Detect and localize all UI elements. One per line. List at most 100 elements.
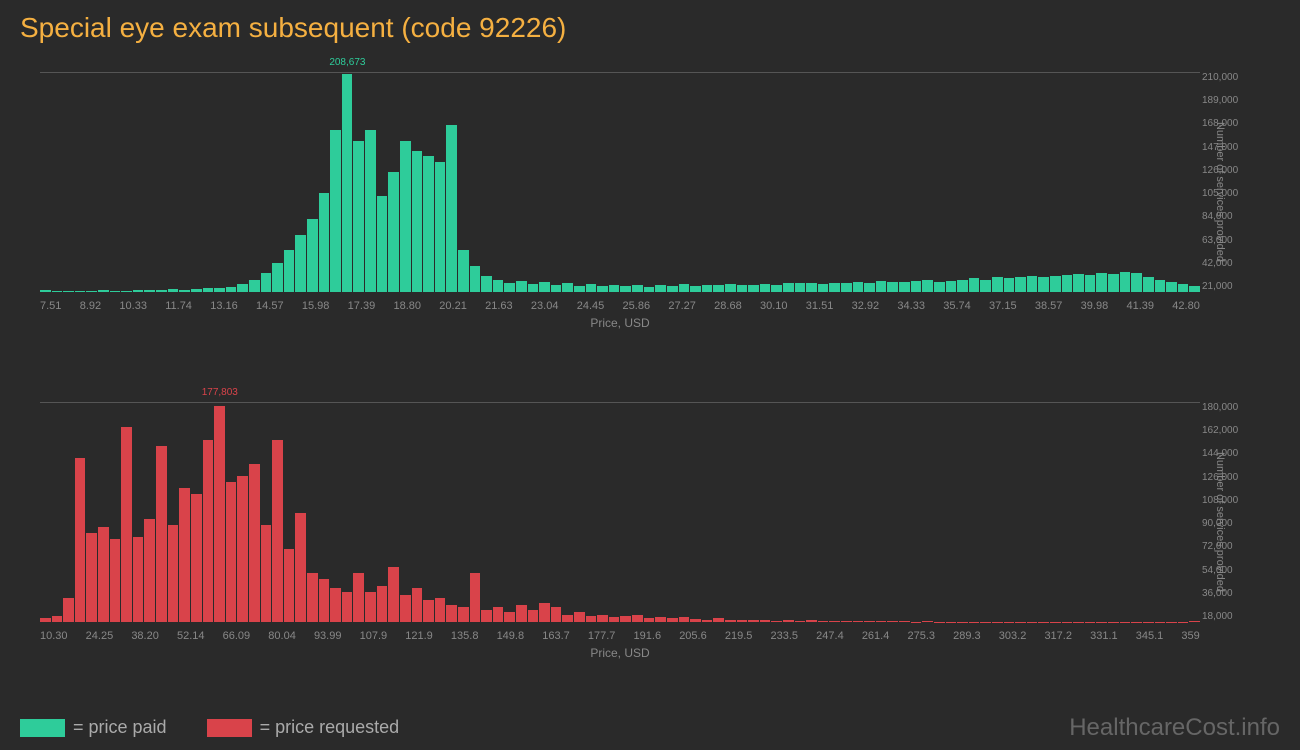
bar: [226, 287, 237, 292]
chart-area-top: 208,673: [40, 72, 1200, 292]
bar: [307, 573, 318, 622]
bar: [144, 519, 155, 622]
x-tick: 21.63: [485, 300, 513, 312]
bar: [864, 621, 875, 622]
bar: [853, 282, 864, 292]
bar: [853, 621, 864, 622]
bar: [110, 539, 121, 622]
y-tick: 18,000: [1202, 611, 1250, 622]
bar: [922, 621, 933, 622]
bar: [121, 427, 132, 622]
x-tick: 7.51: [40, 300, 61, 312]
watermark: HealthcareCost.info: [1069, 714, 1280, 742]
bar: [1073, 274, 1084, 292]
bar: [899, 282, 910, 292]
bar: [353, 573, 364, 622]
bar: [365, 130, 376, 292]
x-axis-bottom: 10.3024.2538.2052.1466.0980.0493.99107.9…: [40, 630, 1200, 642]
bars-bottom: [40, 403, 1200, 622]
x-tick: 24.25: [86, 630, 114, 642]
x-tick: 15.98: [302, 300, 330, 312]
bar: [52, 291, 63, 292]
bar: [1062, 275, 1073, 292]
bar: [597, 286, 608, 292]
y-tick: 21,000: [1202, 281, 1250, 292]
bar: [551, 285, 562, 292]
bar: [75, 458, 86, 622]
bar: [806, 620, 817, 622]
x-tick: 261.4: [862, 630, 890, 642]
x-tick: 13.16: [210, 300, 238, 312]
x-tick: 28.68: [714, 300, 742, 312]
bar: [179, 488, 190, 622]
bar: [829, 621, 840, 622]
x-tick: 34.33: [897, 300, 925, 312]
x-tick: 149.8: [497, 630, 525, 642]
bar: [528, 284, 539, 292]
bar: [620, 286, 631, 292]
bar: [760, 620, 771, 622]
bar: [679, 284, 690, 292]
y-tick: 180,000: [1202, 402, 1250, 413]
bar: [702, 620, 713, 622]
chart-price-requested: 177,803 10.3024.2538.2052.1466.0980.0493…: [20, 382, 1280, 662]
x-tick: 18.80: [393, 300, 421, 312]
bar: [261, 273, 272, 292]
peak-label-bottom: 177,803: [202, 387, 238, 398]
bar: [655, 617, 666, 622]
bar: [841, 621, 852, 622]
bar: [237, 476, 248, 622]
legend-item-requested: = price requested: [207, 717, 400, 738]
bar: [783, 283, 794, 292]
x-tick: 191.6: [634, 630, 662, 642]
bar: [284, 549, 295, 622]
bar: [319, 193, 330, 292]
bar: [295, 513, 306, 623]
bar: [168, 289, 179, 292]
bar: [539, 603, 550, 622]
bar: [377, 586, 388, 622]
x-tick: 93.99: [314, 630, 342, 642]
bar: [539, 282, 550, 292]
x-tick: 247.4: [816, 630, 844, 642]
bar: [307, 219, 318, 292]
bar: [377, 196, 388, 292]
bar: [272, 440, 283, 623]
bar: [284, 250, 295, 292]
x-tick: 42.80: [1172, 300, 1200, 312]
bar: [1050, 276, 1061, 292]
bar: [516, 605, 527, 622]
bar: [504, 612, 515, 622]
bar: [203, 288, 214, 292]
bar: [1143, 277, 1154, 292]
bar: [353, 141, 364, 292]
x-tick: 107.9: [360, 630, 388, 642]
x-tick: 219.5: [725, 630, 753, 642]
bar: [586, 616, 597, 622]
bar: [1015, 277, 1026, 292]
bar: [226, 482, 237, 622]
bar: [295, 235, 306, 292]
bar: [342, 592, 353, 622]
x-tick: 205.6: [679, 630, 707, 642]
x-tick: 20.21: [439, 300, 467, 312]
bar: [1120, 272, 1131, 292]
bar: [667, 286, 678, 292]
bar: [1004, 278, 1015, 292]
x-tick: 289.3: [953, 630, 981, 642]
bar: [574, 286, 585, 292]
bar: [771, 285, 782, 292]
bar: [458, 250, 469, 292]
bar: [261, 525, 272, 622]
bar: [632, 285, 643, 292]
bar: [330, 130, 341, 292]
bar: [911, 281, 922, 292]
bars-top: [40, 73, 1200, 292]
bar: [191, 494, 202, 622]
bar: [690, 286, 701, 292]
bar: [423, 156, 434, 292]
bar: [922, 280, 933, 293]
x-tick: 10.33: [119, 300, 147, 312]
bar: [597, 615, 608, 622]
bar: [365, 592, 376, 622]
